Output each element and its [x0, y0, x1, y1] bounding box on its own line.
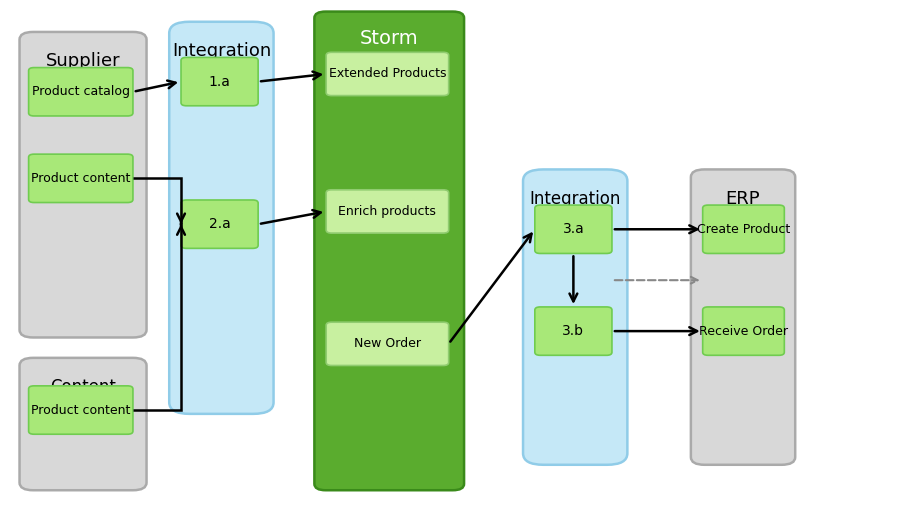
- FancyBboxPatch shape: [326, 52, 449, 96]
- FancyBboxPatch shape: [28, 68, 133, 116]
- Text: 3.b: 3.b: [562, 324, 584, 338]
- Text: Product content: Product content: [31, 172, 130, 185]
- Text: Enrich products: Enrich products: [339, 205, 437, 218]
- FancyBboxPatch shape: [523, 169, 627, 465]
- Text: Product content: Product content: [31, 403, 130, 417]
- Text: 3.a: 3.a: [562, 222, 584, 236]
- FancyBboxPatch shape: [19, 358, 147, 490]
- Text: 2.a: 2.a: [208, 217, 230, 231]
- FancyBboxPatch shape: [703, 307, 784, 355]
- Text: Product catalog: Product catalog: [32, 86, 130, 98]
- FancyBboxPatch shape: [703, 205, 784, 253]
- Text: New Order: New Order: [354, 337, 421, 350]
- FancyBboxPatch shape: [19, 32, 147, 337]
- FancyBboxPatch shape: [28, 154, 133, 203]
- Text: Supplier: Supplier: [46, 52, 120, 70]
- FancyBboxPatch shape: [169, 22, 274, 414]
- FancyBboxPatch shape: [691, 169, 795, 465]
- Text: 1.a: 1.a: [208, 75, 230, 89]
- Text: Integration: Integration: [172, 42, 271, 60]
- Text: Storm: Storm: [360, 29, 419, 49]
- FancyBboxPatch shape: [326, 190, 449, 233]
- FancyBboxPatch shape: [326, 322, 449, 366]
- FancyBboxPatch shape: [535, 307, 612, 355]
- Text: Extended Products: Extended Products: [329, 68, 446, 80]
- FancyBboxPatch shape: [181, 57, 258, 106]
- Text: Content
provider: Content provider: [48, 378, 117, 417]
- Text: Create Product: Create Product: [697, 223, 790, 236]
- Text: Integration: Integration: [530, 190, 621, 208]
- Text: ERP: ERP: [726, 190, 761, 208]
- FancyBboxPatch shape: [535, 205, 612, 253]
- Text: Receive Order: Receive Order: [699, 325, 788, 337]
- FancyBboxPatch shape: [181, 200, 258, 248]
- FancyBboxPatch shape: [28, 386, 133, 434]
- FancyBboxPatch shape: [314, 12, 464, 490]
